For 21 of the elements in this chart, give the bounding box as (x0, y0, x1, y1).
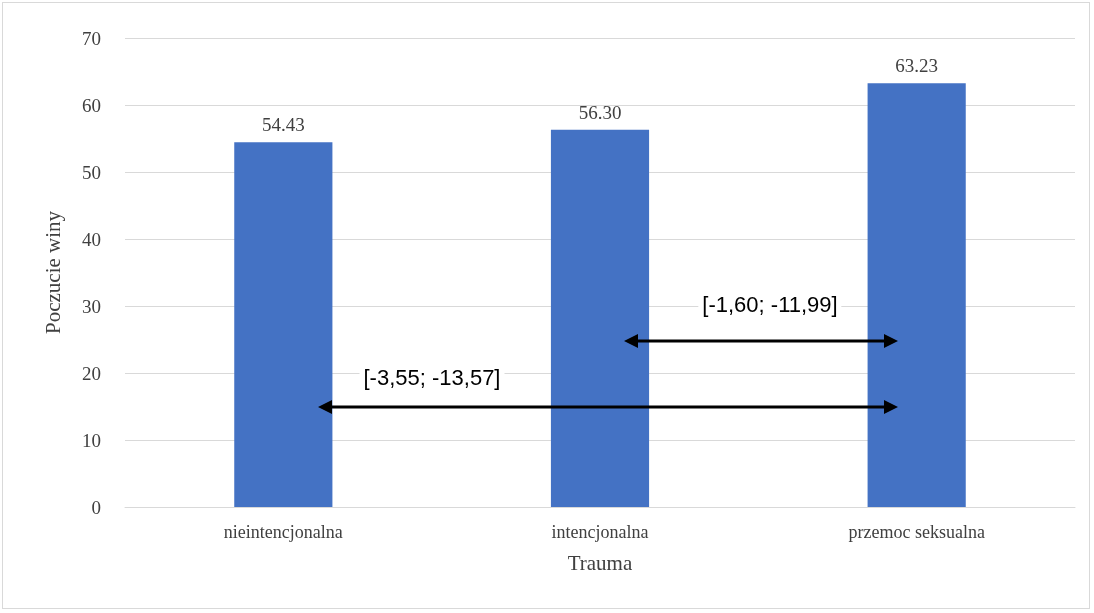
y-tick-label: 30 (82, 295, 101, 317)
x-tick-label: intencjonalna (551, 522, 649, 542)
x-axis-title: Trauma (567, 550, 633, 575)
y-tick-label: 20 (82, 362, 101, 384)
y-tick-label: 50 (82, 161, 101, 183)
bar (550, 129, 650, 507)
y-tick-label: 40 (82, 228, 101, 250)
data-label: 56.30 (578, 101, 622, 123)
bar (867, 83, 966, 507)
x-tick-label: przemoc seksualna (848, 522, 985, 542)
y-tick-label: 0 (91, 496, 101, 518)
data-label: 54.43 (261, 114, 305, 136)
y-tick-label: 70 (82, 27, 101, 49)
annotation: [-3,55; -13,57] (359, 364, 505, 392)
data-label: 63.23 (895, 55, 939, 77)
x-tick-label: nieintencjonalna (223, 522, 343, 542)
y-tick-label: 60 (82, 94, 101, 116)
y-tick-label: 10 (82, 429, 101, 451)
bar (234, 142, 333, 507)
annotation: [-1,60; -11,99] (698, 291, 842, 319)
y-axis-title: Poczucie winy (40, 210, 65, 335)
